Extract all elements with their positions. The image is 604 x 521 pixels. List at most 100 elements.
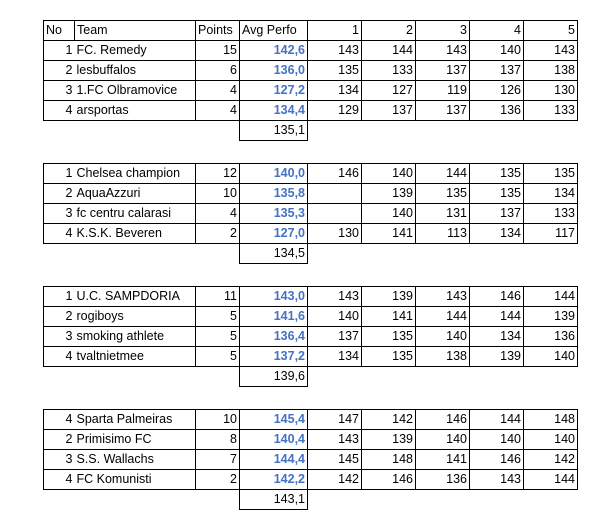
avg-perfo-cell: 127,2 (239, 80, 308, 101)
empty-cell (308, 244, 362, 264)
round-3-cell: 144 (415, 306, 470, 327)
rank-cell: 2 (43, 429, 75, 450)
round-3-cell: 146 (415, 409, 470, 430)
round-1-cell: 143 (307, 429, 362, 450)
rank-cell: 3 (43, 203, 75, 224)
round-5-cell: 144 (523, 286, 578, 307)
round-1-cell: 143 (307, 286, 362, 307)
avg-perfo-cell: 142,6 (239, 40, 308, 61)
round-2-cell: 141 (361, 306, 416, 327)
round-4-cell: 134 (469, 223, 524, 244)
points-cell: 5 (195, 306, 240, 327)
team-cell: lesbuffalos (74, 60, 196, 81)
round-4-cell: 135 (469, 163, 524, 184)
empty-cell (196, 490, 240, 510)
team-cell: tvaltnietmee (74, 346, 196, 367)
column-header: Avg Perfo (239, 20, 308, 41)
standings-table: 1 U.C. SAMPDORIA 11 143,0 143 139 143 146 144 2 ro… (43, 286, 578, 387)
round-1-cell: 135 (307, 60, 362, 81)
avg-perfo-cell: 135,3 (239, 203, 308, 224)
round-2-cell: 148 (361, 449, 416, 470)
avg-perfo-cell: 140,4 (239, 429, 308, 450)
round-5-cell: 134 (523, 183, 578, 204)
points-cell: 2 (195, 223, 240, 244)
total-row: 139,6 (44, 366, 578, 387)
empty-cell (44, 367, 75, 387)
group-table-4: 4 Sparta Palmeiras 10 145,4 147 142 146 144 148 2… (43, 409, 578, 510)
avg-perfo-cell: 137,2 (239, 346, 308, 367)
round-5-cell: 143 (523, 40, 578, 61)
table-row: 2 AquaAzzuri 10 135,8 139 135 135 134 (43, 183, 578, 204)
round-3-cell: 113 (415, 223, 470, 244)
round-3-cell: 143 (415, 40, 470, 61)
table-row: 1 Chelsea champion 12 140,0 146 140 144 135 135 (43, 163, 578, 184)
empty-cell (416, 490, 470, 510)
round-1-cell (307, 183, 362, 204)
empty-cell (196, 367, 240, 387)
standings-table: 1 Chelsea champion 12 140,0 146 140 144 135 135 2… (43, 163, 578, 264)
empty-cell (524, 121, 578, 141)
column-header: Points (195, 20, 240, 41)
rank-cell: 2 (43, 60, 75, 81)
rank-cell: 2 (43, 306, 75, 327)
group-average-total: 143,1 (239, 489, 308, 510)
rank-cell: 1 (43, 286, 75, 307)
empty-cell (470, 367, 524, 387)
column-header: 3 (415, 20, 470, 41)
column-header: Team (74, 20, 196, 41)
round-3-cell: 131 (415, 203, 470, 224)
team-cell: rogiboys (74, 306, 196, 327)
round-4-cell: 146 (469, 286, 524, 307)
total-row: 143,1 (44, 489, 578, 510)
rank-cell: 4 (43, 409, 75, 430)
group-average-total: 139,6 (239, 366, 308, 387)
empty-cell (524, 244, 578, 264)
round-2-cell: 139 (361, 429, 416, 450)
empty-cell (44, 244, 75, 264)
group-average-total: 134,5 (239, 243, 308, 264)
round-3-cell: 138 (415, 346, 470, 367)
team-cell: FC. Remedy (74, 40, 196, 61)
team-cell: smoking athlete (74, 326, 196, 347)
column-header: 5 (523, 20, 578, 41)
table-row: 3 S.S. Wallachs 7 144,4 145 148 141 146 142 (43, 449, 578, 470)
round-5-cell: 133 (523, 203, 578, 224)
avg-perfo-cell: 134,4 (239, 100, 308, 121)
round-1-cell: 140 (307, 306, 362, 327)
rank-cell: 3 (43, 449, 75, 470)
table-row: 4 FC Komunisti 2 142,2 142 146 136 143 144 (43, 469, 578, 490)
points-cell: 10 (195, 409, 240, 430)
points-cell: 15 (195, 40, 240, 61)
points-cell: 7 (195, 449, 240, 470)
avg-perfo-cell: 140,0 (239, 163, 308, 184)
rank-cell: 2 (43, 183, 75, 204)
empty-cell (196, 244, 240, 264)
round-1-cell: 130 (307, 223, 362, 244)
team-cell: Primisimo FC (74, 429, 196, 450)
rank-cell: 4 (43, 100, 75, 121)
round-2-cell: 142 (361, 409, 416, 430)
round-3-cell: 137 (415, 100, 470, 121)
points-cell: 11 (195, 286, 240, 307)
round-4-cell: 135 (469, 183, 524, 204)
round-4-cell: 137 (469, 203, 524, 224)
round-1-cell: 145 (307, 449, 362, 470)
team-cell: U.C. SAMPDORIA (74, 286, 196, 307)
rank-cell: 1 (43, 163, 75, 184)
avg-perfo-cell: 127,0 (239, 223, 308, 244)
team-cell: S.S. Wallachs (74, 449, 196, 470)
group-average-total: 135,1 (239, 120, 308, 141)
table-row: 4 tvaltnietmee 5 137,2 134 135 138 139 140 (43, 346, 578, 367)
empty-cell (524, 367, 578, 387)
table-row: 4 Sparta Palmeiras 10 145,4 147 142 146 144 148 (43, 409, 578, 430)
round-5-cell: 138 (523, 60, 578, 81)
round-2-cell: 144 (361, 40, 416, 61)
round-2-cell: 137 (361, 100, 416, 121)
empty-cell (416, 367, 470, 387)
round-5-cell: 133 (523, 100, 578, 121)
table-row: 2 Primisimo FC 8 140,4 143 139 140 140 140 (43, 429, 578, 450)
round-3-cell: 136 (415, 469, 470, 490)
round-5-cell: 144 (523, 469, 578, 490)
round-2-cell: 139 (361, 286, 416, 307)
table-row: 3 smoking athlete 5 136,4 137 135 140 134 136 (43, 326, 578, 347)
